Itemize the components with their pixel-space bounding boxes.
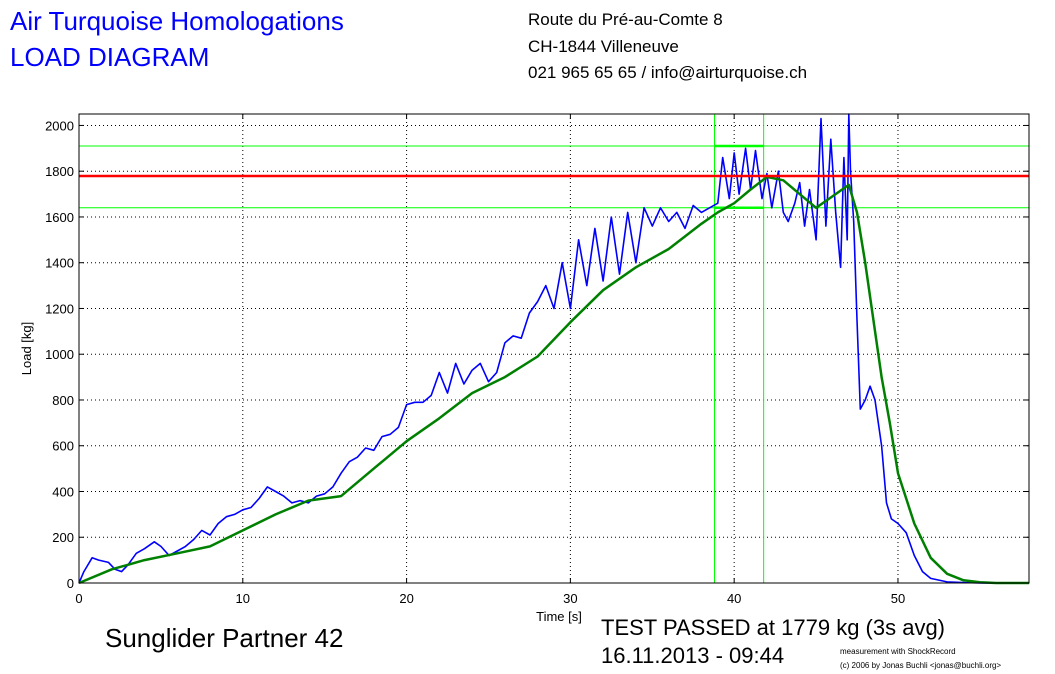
product-name: Sunglider Partner 42 <box>105 623 344 653</box>
y-tick-label: 400 <box>52 484 74 499</box>
x-tick-label: 0 <box>75 591 82 606</box>
x-tick-label: 30 <box>563 591 577 606</box>
y-tick-label: 1200 <box>45 301 74 316</box>
test-verdict: TEST PASSED at 1779 kg (3s avg) <box>601 615 946 640</box>
y-tick-label: 1000 <box>45 347 74 362</box>
y-axis-label: Load [kg] <box>19 322 34 376</box>
page-title: Air Turquoise Homologations <box>10 6 344 36</box>
y-tick-label: 1400 <box>45 256 74 271</box>
y-tick-label: 1800 <box>45 164 74 179</box>
y-tick-label: 600 <box>52 439 74 454</box>
y-tick-label: 1600 <box>45 210 74 225</box>
address-contact: 021 965 65 65 / info@airturquoise.ch <box>528 63 808 82</box>
x-tick-label: 10 <box>236 591 250 606</box>
x-tick-label: 20 <box>399 591 413 606</box>
address-street: Route du Pré-au-Comte 8 <box>528 10 723 29</box>
average-load-line <box>78 175 1029 585</box>
test-datetime: 16.11.2013 - 09:44 <box>601 643 785 668</box>
y-tick-label: 0 <box>67 576 74 591</box>
x-axis-label: Time [s] <box>536 609 582 624</box>
copyright-line: (c) 2006 by Jonas Buchli <jonas@buchli.o… <box>840 661 1002 670</box>
x-tick-label: 50 <box>891 591 905 606</box>
plot-area <box>79 114 1029 583</box>
y-tick-label: 200 <box>52 530 74 545</box>
page-subtitle: LOAD DIAGRAM <box>10 42 210 72</box>
address-city: CH-1844 Villeneuve <box>528 37 679 56</box>
axes-frame <box>78 113 1030 584</box>
x-tick-label: 40 <box>727 591 741 606</box>
credit-line: measurement with ShockRecord <box>840 647 956 656</box>
y-tick-label: 800 <box>52 393 74 408</box>
y-tick-label: 2000 <box>45 118 74 133</box>
